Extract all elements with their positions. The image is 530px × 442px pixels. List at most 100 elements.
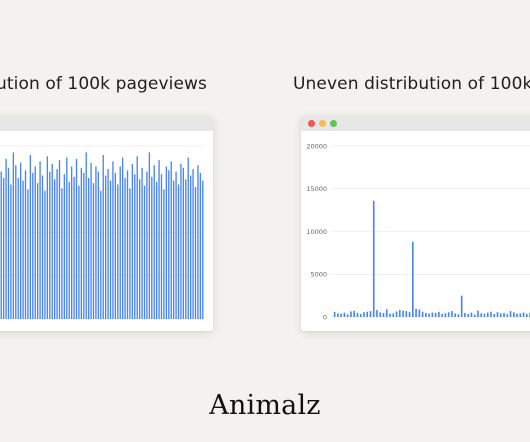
y-tick-label: 5000	[310, 271, 327, 279]
window-titlebar	[0, 116, 213, 131]
bar	[180, 163, 182, 319]
bar	[392, 313, 395, 317]
bar	[97, 171, 100, 319]
bar	[66, 157, 68, 319]
bar	[5, 158, 7, 319]
bar	[17, 178, 19, 319]
bar	[80, 167, 83, 319]
bar	[160, 174, 163, 319]
bar	[402, 310, 404, 317]
bar	[526, 313, 528, 317]
bar	[412, 241, 414, 317]
bar	[405, 311, 408, 317]
bar	[29, 154, 32, 319]
bar	[460, 295, 463, 318]
bar	[415, 308, 417, 317]
bar	[12, 152, 15, 319]
bar	[172, 180, 175, 319]
bar	[102, 154, 104, 319]
bar	[138, 179, 141, 319]
bar	[134, 174, 136, 319]
bar	[153, 165, 155, 319]
bar	[199, 172, 202, 319]
bar	[457, 314, 460, 317]
bar	[522, 312, 525, 317]
bar	[363, 312, 365, 317]
bar	[470, 312, 473, 317]
bar	[454, 313, 456, 317]
bar	[431, 312, 434, 317]
bar	[170, 161, 172, 319]
bar	[155, 181, 158, 319]
bar	[418, 309, 421, 317]
bar	[10, 184, 12, 319]
bar	[395, 311, 398, 317]
bar	[441, 314, 443, 317]
right-chart-heading: Uneven distribution of 100k	[293, 74, 530, 94]
bar	[83, 172, 85, 319]
bar	[356, 312, 359, 317]
bar	[202, 180, 204, 319]
bar	[398, 309, 401, 317]
bar	[58, 160, 61, 319]
bar	[503, 312, 505, 317]
uneven-distribution-chart: 0 5000 10000 15000 20000	[301, 131, 530, 331]
bar	[32, 172, 34, 319]
y-tick-label: 0	[323, 313, 327, 321]
bar	[15, 165, 17, 319]
bar	[194, 187, 197, 319]
bar	[68, 181, 70, 319]
bar	[85, 152, 87, 319]
uneven-distribution-chart-svg: 0 5000 10000 15000 20000	[306, 142, 530, 321]
bar	[75, 158, 78, 319]
even-distribution-window	[0, 116, 213, 331]
bar	[185, 179, 187, 319]
bar	[90, 162, 92, 319]
bar	[100, 190, 102, 319]
bar	[187, 157, 189, 319]
bar	[490, 311, 492, 317]
window-minimize-icon[interactable]	[319, 120, 326, 127]
bar	[385, 309, 388, 318]
bar	[343, 312, 346, 317]
bar	[189, 175, 192, 319]
bar	[376, 309, 378, 317]
bar	[119, 166, 121, 319]
bar	[444, 313, 447, 317]
bar	[350, 311, 352, 317]
animalz-logo: Animalz	[209, 390, 321, 421]
bar	[192, 169, 194, 319]
bar	[346, 314, 349, 317]
bar	[480, 313, 483, 317]
bar	[34, 166, 36, 319]
bar	[438, 311, 440, 317]
bar	[126, 170, 129, 319]
left-chart-heading: ution of 100k pageviews	[0, 74, 207, 94]
bar	[165, 166, 168, 319]
bar	[95, 166, 97, 319]
bar	[451, 311, 453, 317]
even-distribution-chart-svg	[0, 145, 204, 320]
bar	[425, 313, 427, 317]
bar	[70, 166, 73, 319]
bar	[146, 171, 148, 319]
window-close-icon[interactable]	[308, 120, 315, 127]
bar	[27, 189, 29, 319]
bar	[499, 313, 502, 317]
bar	[158, 160, 160, 319]
bar	[408, 312, 411, 317]
y-tick-label: 10000	[306, 228, 327, 236]
bar	[44, 190, 46, 319]
bar	[0, 171, 2, 319]
bar	[464, 312, 466, 317]
bar	[467, 313, 470, 317]
bar	[506, 314, 509, 317]
bar	[19, 162, 22, 319]
bar	[182, 167, 185, 319]
bar	[177, 184, 180, 319]
bar	[104, 175, 107, 319]
bar	[41, 175, 44, 319]
bar	[175, 171, 177, 319]
window-maximize-icon[interactable]	[330, 120, 337, 127]
